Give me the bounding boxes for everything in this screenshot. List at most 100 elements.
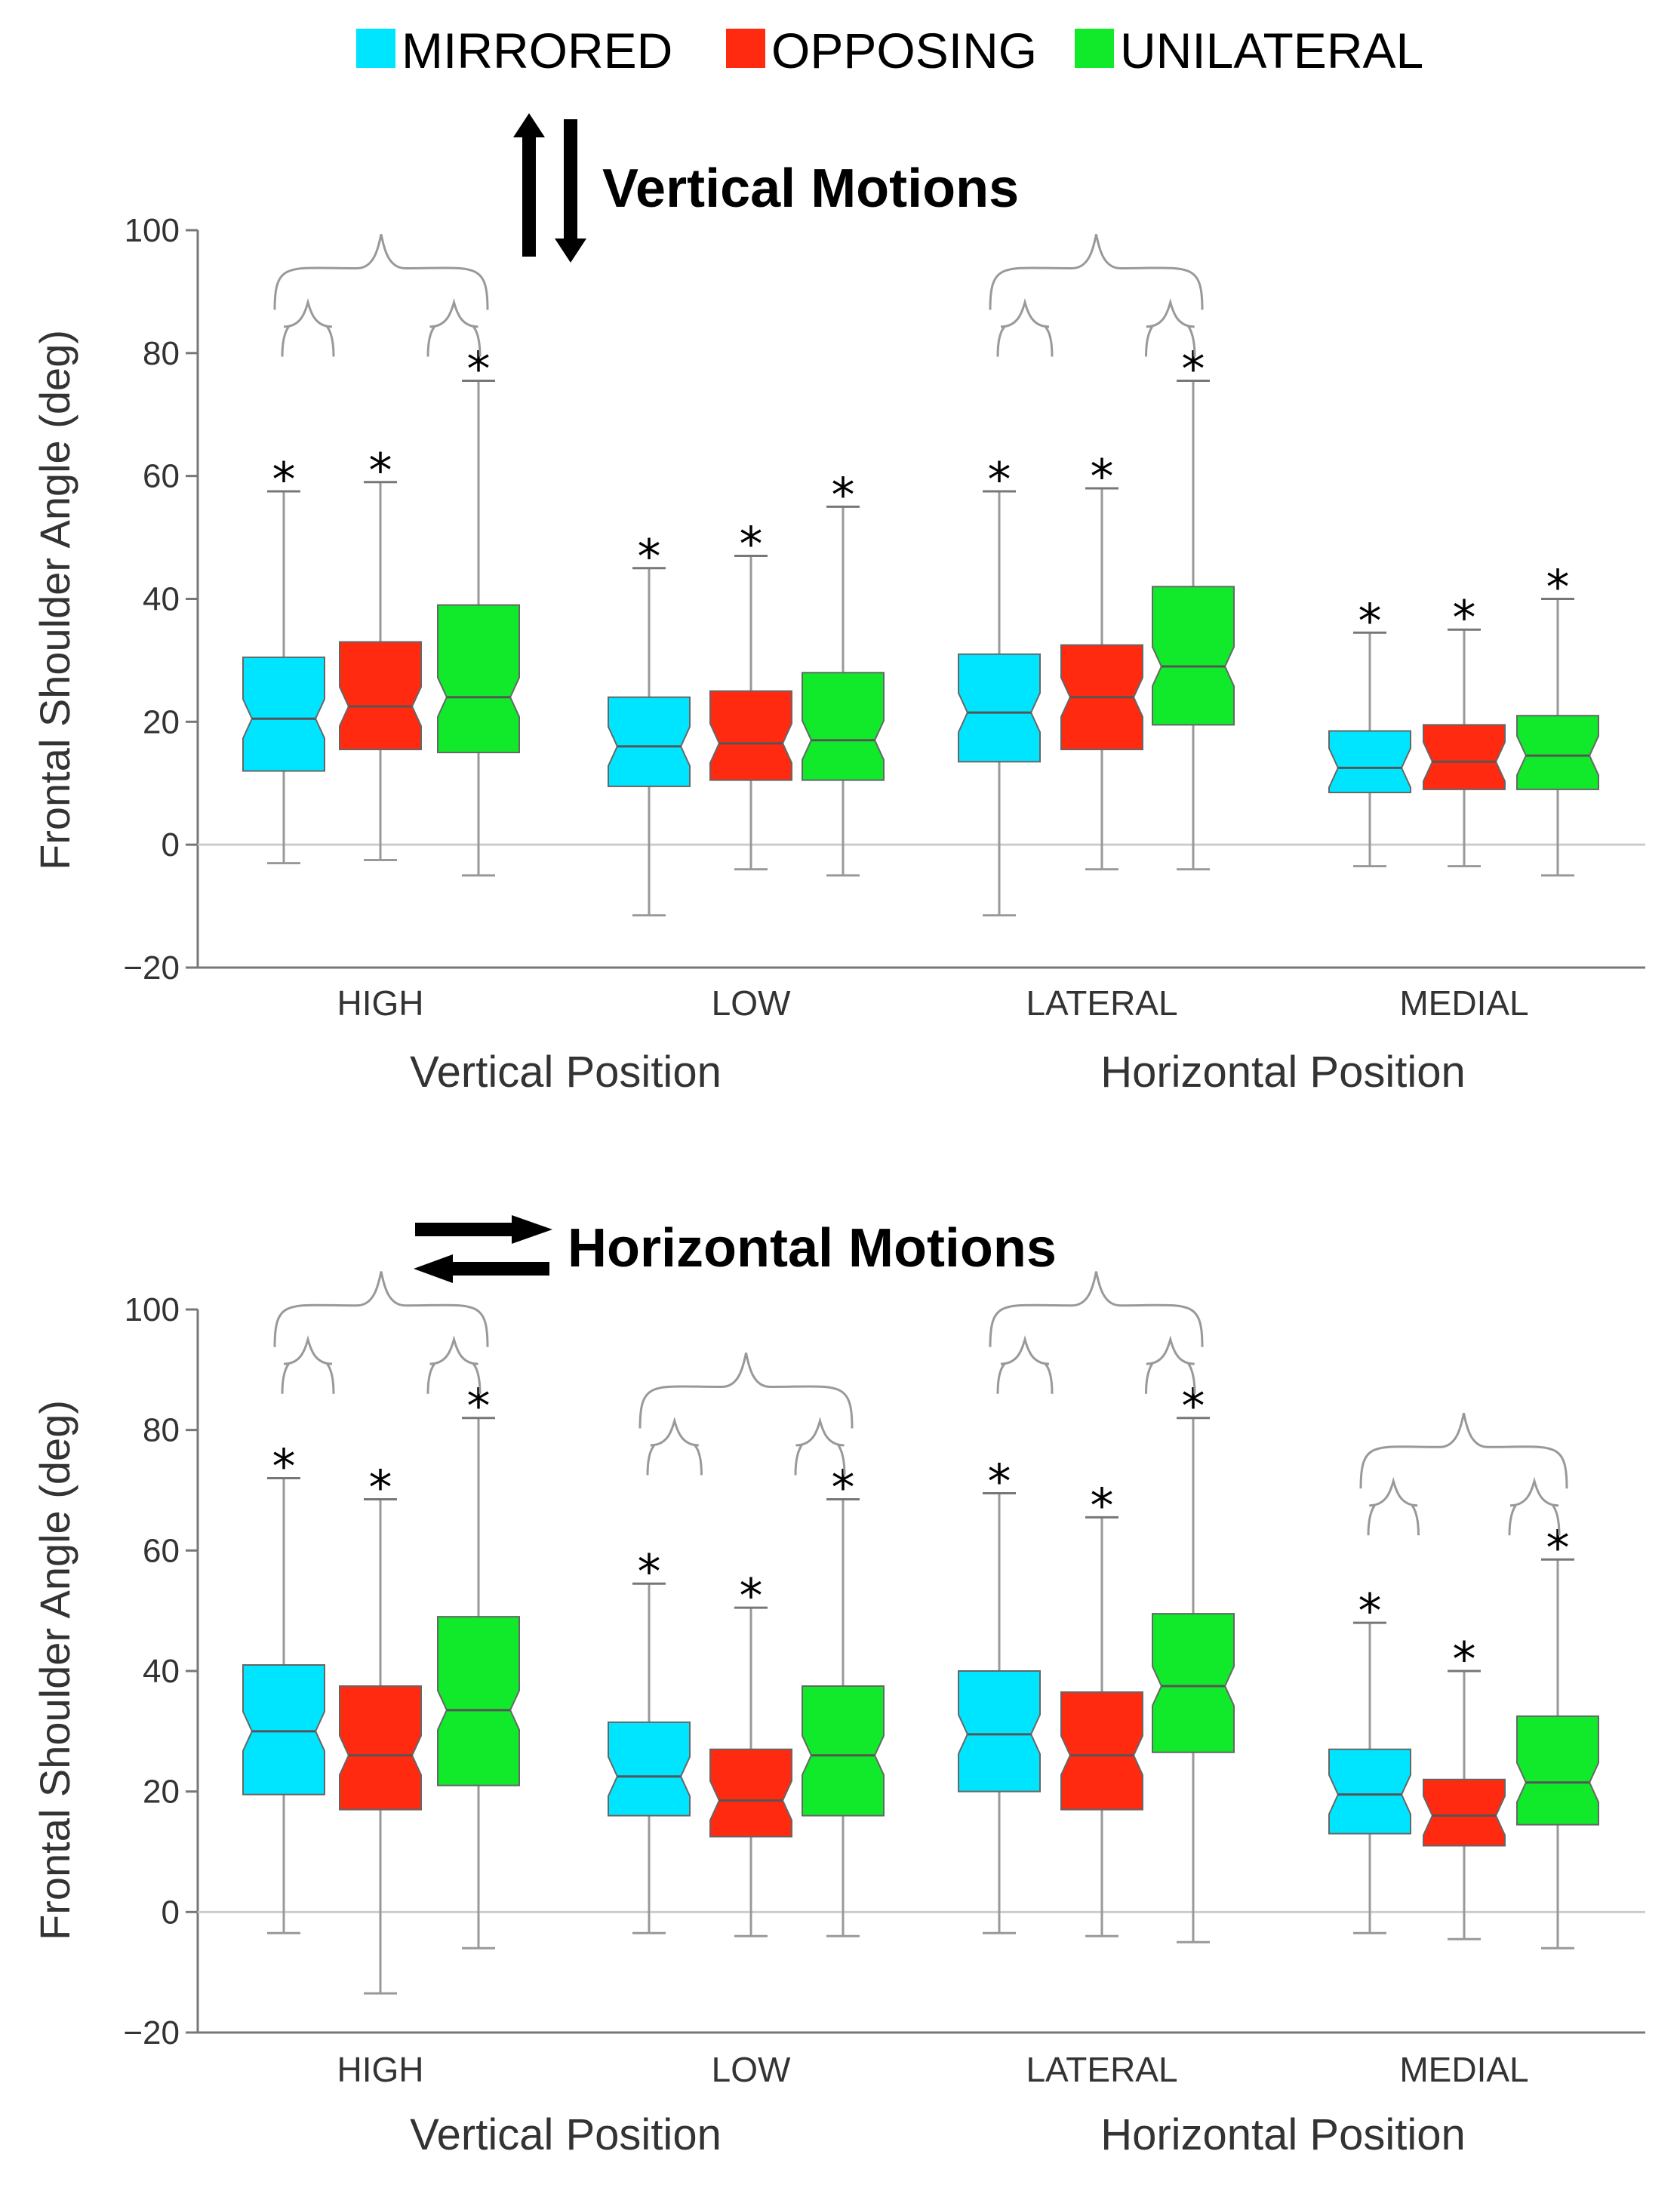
bracket-inner-right [1508,1476,1561,1536]
panel-2-plot: 100 80 60 40 20 0 −20 Frontal Shoulder Angle (d… [31,1271,1645,2159]
y-tick-label: 100 [125,212,180,249]
group-label: Vertical Position [410,2110,722,2159]
significance-star: * [1091,449,1114,504]
vertical-arrows-icon [513,113,586,263]
category-label: LATERAL [1026,2050,1177,2089]
y-tick-label: 0 [162,826,180,863]
panel-2-title: Horizontal Motions [568,1218,1057,1279]
bracket-outer [273,234,489,310]
significance-star: * [1546,1520,1570,1575]
box-opposing [1423,724,1506,790]
significance-star: * [1182,341,1205,396]
box-opposing [1423,1778,1506,1847]
box-opposing [1060,1691,1143,1811]
y-tick-label: 0 [162,1894,180,1931]
significance-star: * [740,517,763,572]
y-tick-label: 60 [143,458,180,495]
bracket-inner-left [1367,1476,1420,1536]
significance-star: * [369,1460,392,1515]
bracket-inner-left [281,297,335,357]
panel-2-header: Horizontal Motions [414,1215,1057,1283]
legend-label-unilateral: UNILATERAL [1120,23,1423,78]
y-tick-label: 40 [143,581,180,618]
significance-star: * [272,452,296,507]
bracket-outer [1359,1413,1568,1489]
significance-star: * [467,1379,491,1434]
y-tick-label: 40 [143,1653,180,1690]
legend-label-opposing: OPPOSING [771,23,1037,78]
box-mirrored [958,653,1041,763]
category-label: HIGH [337,2050,424,2089]
box-mirrored [1328,730,1411,793]
y-tick-label: 20 [143,703,180,740]
box-opposing [709,690,792,781]
box-mirrored [242,656,325,772]
bracket-inner-left [996,1335,1054,1394]
box-unilateral [802,672,885,781]
legend-swatch-mirrored [356,29,395,68]
significance-star: * [1091,1478,1114,1533]
significance-star: * [638,1544,661,1599]
box-unilateral [437,1616,520,1786]
box-opposing [339,1685,422,1811]
y-tick-label: −20 [123,2014,180,2051]
y-tick-label: 60 [143,1532,180,1569]
panel-1-title: Vertical Motions [602,158,1019,219]
significance-star: * [467,341,491,396]
y-axis-label: Frontal Shoulder Angle (deg) [31,330,78,870]
panel-1-header: Vertical Motions [513,113,1019,263]
bracket-inner-right [426,297,482,357]
bracket-inner-right [794,1416,846,1476]
category-label: LATERAL [1026,983,1177,1023]
bracket-inner-right [1145,297,1196,357]
y-axis-label: Frontal Shoulder Angle (deg) [31,1400,78,1940]
category-label: MEDIAL [1399,2050,1528,2089]
significance-star: * [740,1568,763,1623]
horizontal-arrows-icon [414,1215,552,1283]
category-label: MEDIAL [1399,983,1528,1023]
box-unilateral [1152,586,1235,726]
significance-star: * [1546,560,1570,615]
box-mirrored [608,696,691,787]
y-tick-label: 80 [143,1412,180,1449]
category-label: LOW [712,983,791,1023]
box-unilateral [802,1685,885,1817]
group-label: Vertical Position [410,1048,722,1097]
box-unilateral [1516,715,1599,790]
legend: MIRRORED OPPOSING UNILATERAL [356,23,1423,78]
box-mirrored [958,1670,1041,1793]
significance-star: * [1358,1583,1382,1639]
significance-star: * [988,452,1011,507]
significance-star: * [369,443,392,498]
significance-star: * [1453,1632,1476,1687]
box-opposing [339,641,422,750]
category-label: LOW [712,2050,791,2089]
box-opposing [709,1748,792,1838]
bracket-outer [273,1271,489,1347]
legend-label-mirrored: MIRRORED [402,23,672,78]
significance-star: * [832,1460,855,1515]
box-mirrored [242,1664,325,1796]
legend-swatch-unilateral [1075,29,1114,68]
significance-star: * [272,1439,296,1494]
bracket-outer [989,1271,1204,1347]
y-tick-label: 100 [125,1291,180,1328]
significance-star: * [1453,590,1476,645]
significance-star: * [1358,593,1382,648]
legend-swatch-opposing [726,29,765,68]
bracket-inner-right [426,1335,482,1394]
bracket-inner-right [1145,1335,1196,1394]
group-label: Horizontal Position [1100,2110,1466,2159]
bracket-outer [638,1352,854,1429]
box-mirrored [608,1721,691,1817]
group-label: Horizontal Position [1100,1048,1466,1097]
significance-star: * [988,1454,1011,1509]
box-unilateral [1152,1613,1235,1753]
box-unilateral [437,604,520,754]
significance-star: * [638,529,661,584]
y-tick-label: −20 [123,949,180,986]
bracket-outer [989,234,1204,310]
box-mirrored [1328,1748,1411,1835]
y-tick-label: 80 [143,335,180,372]
